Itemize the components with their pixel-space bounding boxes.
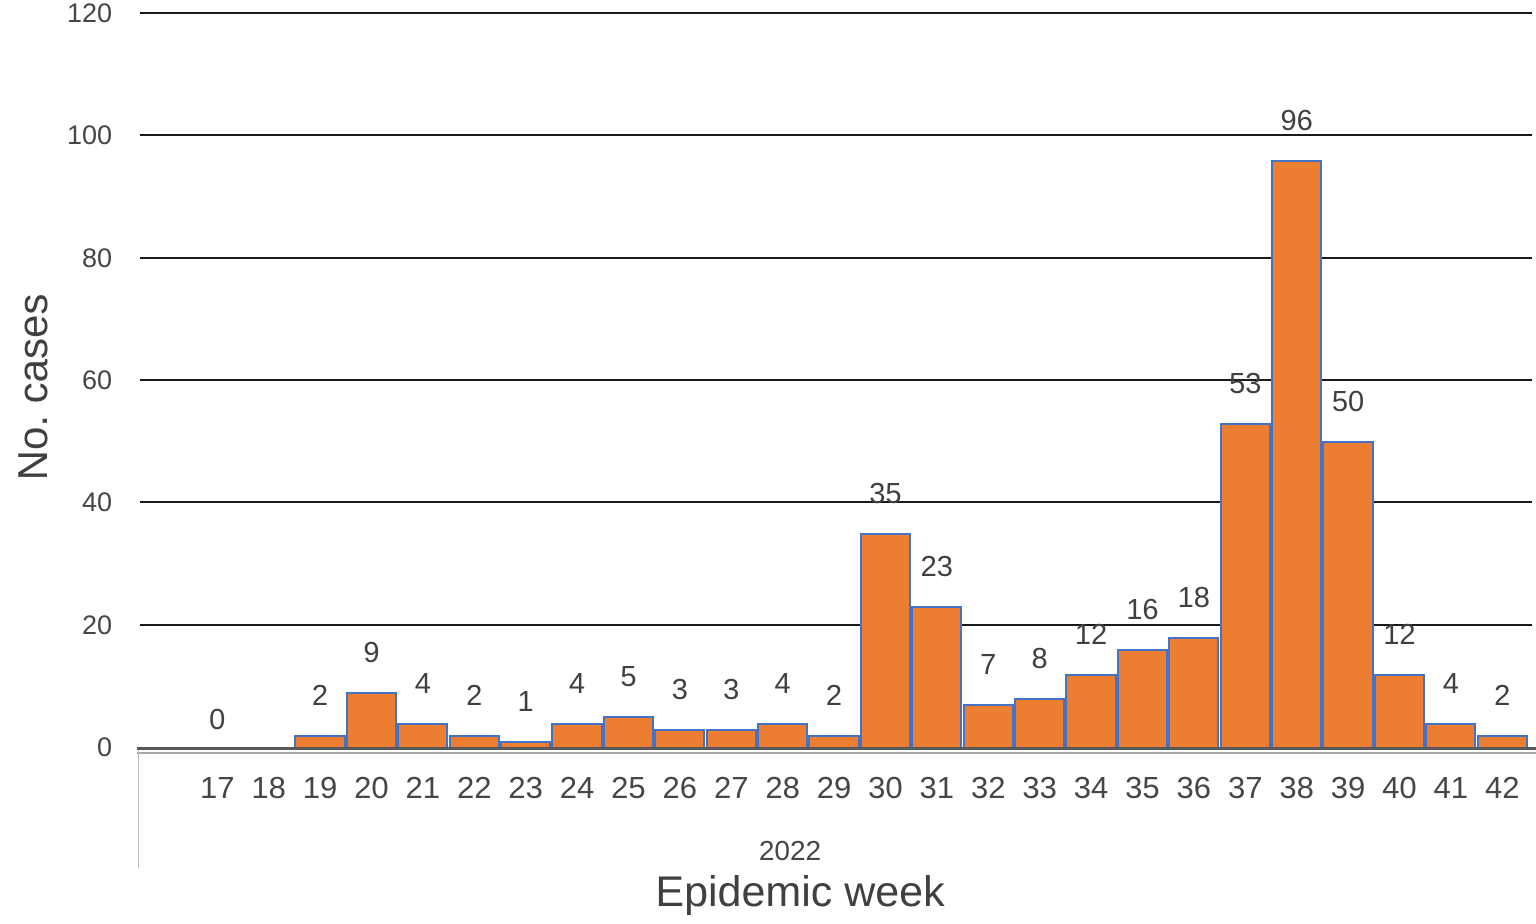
x-axis-tick-label-week-18: 18 (251, 770, 286, 805)
bar-week-37 (1219, 422, 1271, 747)
x-axis-year-label: 2022 (758, 835, 822, 866)
bar-value-label-week-41: 4 (1442, 667, 1459, 700)
gridline-y-60 (140, 379, 1532, 381)
bar-value-label-week-31: 23 (920, 551, 953, 584)
x-axis-tick-label-week-36: 36 (1176, 770, 1212, 805)
gridline-y-80 (140, 256, 1532, 259)
bar-value-label-week-29: 2 (825, 679, 843, 712)
bar-value-label-week-28: 4 (774, 667, 791, 700)
bar-value-label-week-20: 9 (363, 636, 380, 669)
bar-value-label-week-17: 0 (209, 704, 226, 736)
x-axis-tick-label-week-19: 19 (302, 770, 338, 805)
bar-value-label-week-33: 8 (1031, 643, 1048, 676)
x-axis-tick-label-week-37: 37 (1227, 770, 1263, 805)
bar-week-31 (911, 606, 963, 747)
gridline-y-40 (140, 501, 1532, 504)
x-axis-tick-label-week-25: 25 (611, 770, 646, 805)
bar-week-40 (1373, 673, 1426, 747)
bar-value-label-week-37: 53 (1229, 367, 1262, 400)
y-axis-tick-label: 120 (66, 0, 112, 28)
bar-value-label-week-27: 3 (723, 673, 740, 706)
y-axis-tick-label: 60 (81, 365, 112, 395)
bar-week-20 (345, 691, 398, 747)
x-axis-tick-label-week-33: 33 (1022, 770, 1057, 805)
bar-week-28 (756, 722, 809, 747)
x-axis-tick-label-week-22: 22 (456, 770, 492, 805)
bar-week-36 (1168, 636, 1220, 747)
bar-value-label-week-23: 1 (517, 685, 534, 718)
bar-value-label-week-25: 5 (620, 661, 637, 694)
bar-week-34 (1065, 673, 1117, 747)
x-axis-line (137, 747, 1536, 750)
bar-week-22 (448, 734, 500, 747)
x-axis-tick-label-week-31: 31 (919, 770, 955, 805)
gridline-y-100 (140, 134, 1532, 137)
x-axis-tick-label-week-30: 30 (868, 770, 903, 805)
bar-week-29 (808, 734, 860, 747)
bar-value-label-week-42: 2 (1494, 679, 1511, 712)
y-axis-tick-label: 20 (81, 609, 112, 640)
x-axis-line-secondary (137, 752, 1536, 754)
bar-week-42 (1476, 734, 1528, 747)
bar-value-label-week-19: 2 (311, 679, 329, 712)
x-axis-tick-label-week-27: 27 (713, 770, 749, 805)
y-axis-tick-label: 40 (81, 487, 112, 518)
bar-value-label-week-35: 16 (1126, 594, 1159, 627)
bar-week-30 (859, 532, 912, 747)
bar-week-38 (1270, 159, 1323, 747)
x-axis-tick-label-week-28: 28 (765, 770, 800, 805)
bar-value-label-week-38: 96 (1280, 104, 1313, 137)
bar-value-label-week-21: 4 (414, 667, 431, 700)
x-axis-tick-label-week-17: 17 (199, 770, 235, 805)
x-axis-tick-label-week-29: 29 (816, 770, 852, 805)
bar-week-26 (654, 728, 706, 747)
bar-value-label-week-22: 2 (466, 679, 483, 712)
x-axis-tick-label-week-40: 40 (1382, 770, 1417, 805)
x-axis-tick-label-week-23: 23 (508, 770, 543, 805)
x-axis-title: Epidemic week (655, 868, 945, 916)
x-axis-tick-label-week-42: 42 (1484, 770, 1520, 805)
bar-week-32 (962, 704, 1014, 747)
x-axis-tick-label-week-35: 35 (1125, 770, 1160, 805)
x-axis-tick-label-week-20: 20 (354, 770, 389, 805)
x-axis-tick-label-week-34: 34 (1073, 770, 1109, 805)
bar-week-35 (1116, 649, 1169, 747)
bar-week-41 (1425, 722, 1477, 747)
gridline-y-20 (140, 623, 1532, 626)
bar-week-19 (294, 734, 346, 747)
bar-week-33 (1013, 698, 1066, 747)
bar-week-25 (602, 716, 655, 747)
x-axis-tick-label-week-21: 21 (405, 770, 441, 805)
bar-value-label-week-30: 35 (869, 477, 902, 510)
bar-value-label-week-36: 18 (1177, 581, 1210, 614)
bar-week-27 (705, 728, 757, 747)
x-axis-tick-label-week-26: 26 (662, 770, 698, 805)
bar-value-label-week-34: 12 (1074, 618, 1108, 651)
bar-value-label-week-40: 12 (1383, 618, 1416, 651)
bar-value-label-week-26: 3 (671, 673, 688, 706)
x-axis-tick-label-week-32: 32 (970, 770, 1006, 805)
x-axis-tick-label-week-41: 41 (1433, 770, 1469, 805)
x-axis-tick-label-week-24: 24 (559, 770, 595, 805)
gridline-y-120 (140, 12, 1532, 14)
bar-value-label-week-32: 7 (980, 649, 997, 682)
y-axis-tick-label: 0 (96, 732, 112, 762)
y-axis-tick-label: 100 (66, 120, 112, 151)
bar-week-23 (499, 740, 552, 747)
bar-week-39 (1322, 441, 1374, 747)
bar-value-label-week-39: 50 (1331, 386, 1365, 419)
y-axis-tick-label: 80 (81, 242, 112, 273)
x-axis-tick-label-week-38: 38 (1279, 770, 1314, 805)
bar-week-21 (397, 722, 449, 747)
bar-week-24 (551, 722, 603, 747)
category-axis-divider (138, 750, 139, 868)
bar-value-label-week-24: 4 (568, 667, 586, 700)
x-axis-tick-label-week-39: 39 (1330, 770, 1366, 805)
